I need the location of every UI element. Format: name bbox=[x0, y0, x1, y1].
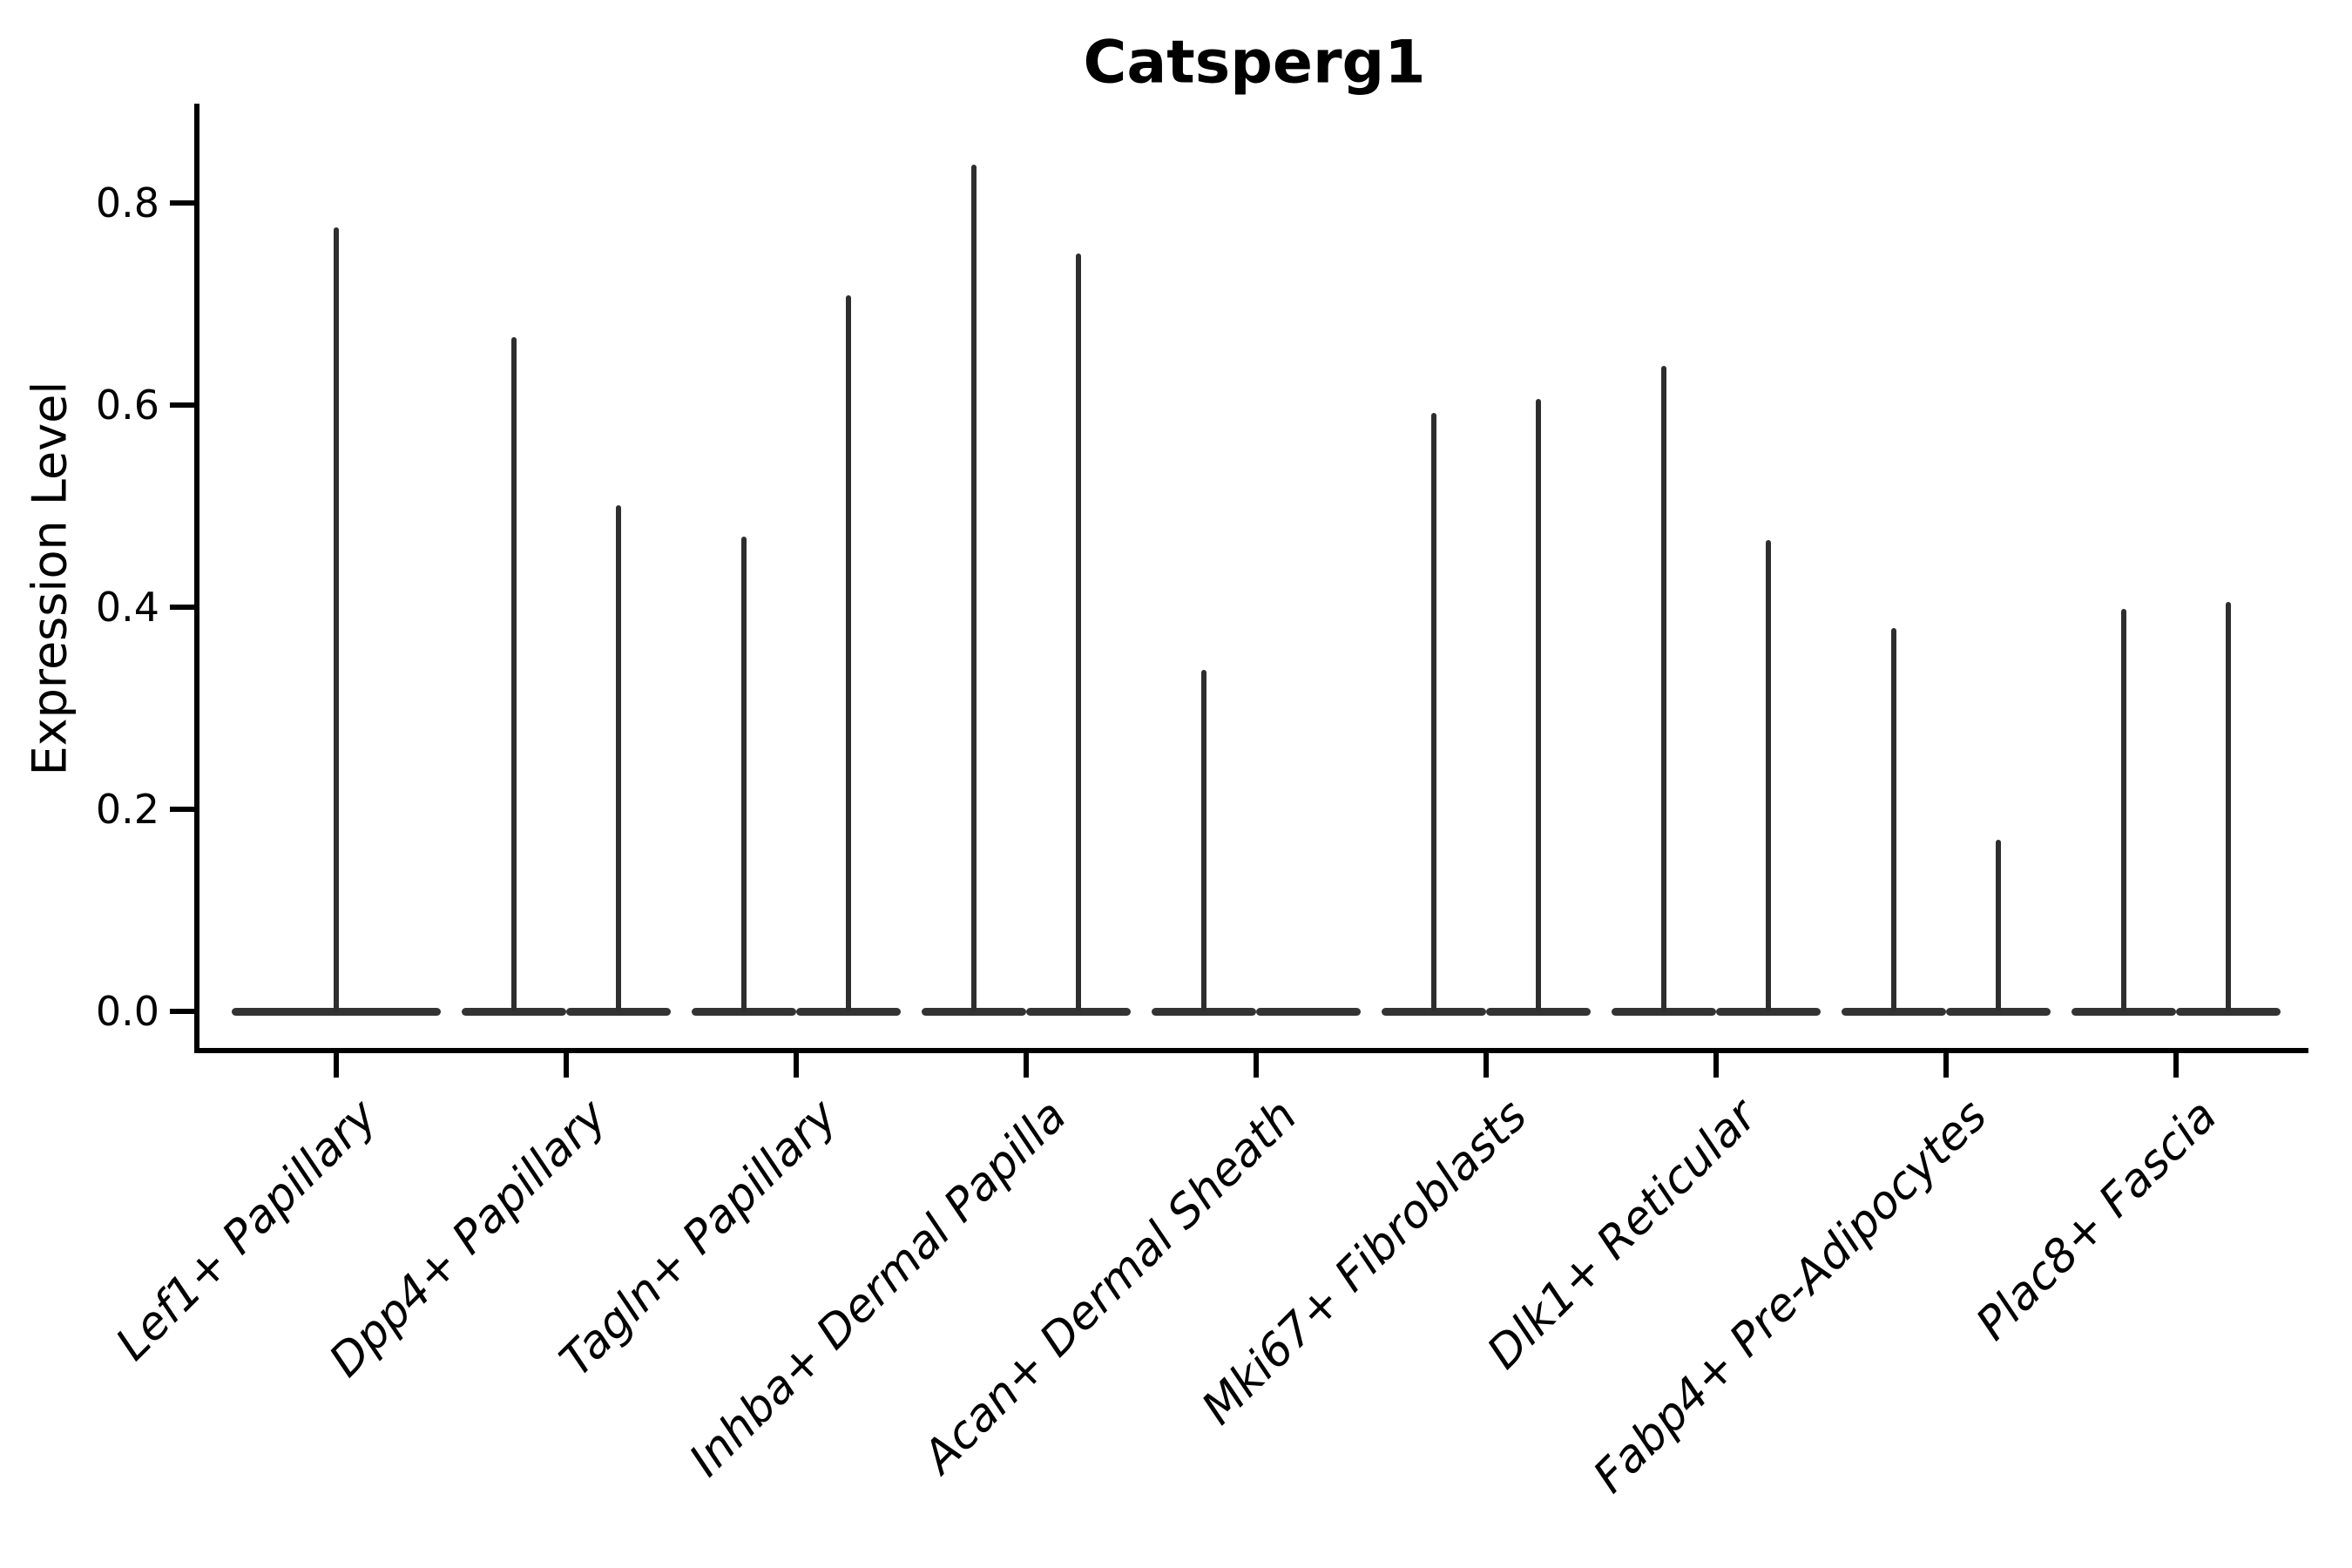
violin-base bbox=[232, 1007, 441, 1016]
x-tick bbox=[1484, 1053, 1489, 1078]
x-tick bbox=[1943, 1053, 1949, 1078]
y-tick bbox=[170, 605, 194, 610]
y-tick-label: 0.4 bbox=[95, 584, 159, 631]
x-tick bbox=[1713, 1053, 1719, 1078]
violin-spike bbox=[741, 536, 747, 1011]
violin-spike bbox=[1076, 253, 1081, 1011]
violin-spike bbox=[511, 337, 517, 1011]
violin-spike bbox=[1891, 628, 1896, 1011]
violin-base bbox=[2072, 1007, 2176, 1016]
y-tick bbox=[170, 1009, 194, 1014]
violin-base bbox=[1486, 1007, 1591, 1016]
violin-base bbox=[1946, 1007, 2051, 1016]
violin-spike bbox=[1536, 399, 1541, 1011]
x-axis-spine bbox=[194, 1048, 2308, 1053]
violin-spike bbox=[1201, 669, 1206, 1011]
violin-spike bbox=[1661, 365, 1666, 1011]
violin-spike bbox=[971, 164, 977, 1011]
violin-base bbox=[462, 1007, 566, 1016]
violin-base bbox=[1612, 1007, 1716, 1016]
violin-base bbox=[1716, 1007, 1821, 1016]
x-tick-label: Fabp4+ Pre-Adipocytes bbox=[1583, 1090, 1997, 1504]
violin-base bbox=[2176, 1007, 2281, 1016]
x-tick-label: Inhba+ Dermal Papilla bbox=[679, 1090, 1078, 1487]
violin-spike bbox=[846, 294, 851, 1011]
x-tick bbox=[564, 1053, 569, 1078]
violin-spike bbox=[1996, 839, 2001, 1011]
violin-spike bbox=[334, 226, 339, 1011]
violin-base bbox=[566, 1007, 671, 1016]
violin-base bbox=[1256, 1007, 1361, 1016]
violin-base bbox=[922, 1007, 1026, 1016]
x-tick-label: Plac8+ Fascia bbox=[1966, 1090, 2227, 1351]
y-tick-label: 0.2 bbox=[95, 786, 159, 833]
violin-base bbox=[1152, 1007, 1256, 1016]
violin-base bbox=[796, 1007, 901, 1016]
x-tick-label: Acan+ Dermal Sheath bbox=[913, 1090, 1308, 1484]
y-tick bbox=[170, 807, 194, 812]
violin-base bbox=[1026, 1007, 1131, 1016]
y-tick-label: 0.8 bbox=[95, 179, 159, 226]
y-axis-label: Expression Level bbox=[22, 381, 78, 776]
x-tick bbox=[794, 1053, 799, 1078]
violin-spike bbox=[1766, 540, 1771, 1011]
y-tick-label: 0.6 bbox=[95, 382, 159, 429]
violin-base bbox=[1842, 1007, 1946, 1016]
violin-spike bbox=[2226, 602, 2231, 1011]
y-tick bbox=[170, 200, 194, 206]
violin-base bbox=[1382, 1007, 1486, 1016]
x-tick bbox=[1024, 1053, 1029, 1078]
y-axis-spine bbox=[194, 104, 199, 1053]
x-tick bbox=[2173, 1053, 2179, 1078]
violin-spike bbox=[2121, 609, 2126, 1011]
x-tick bbox=[1254, 1053, 1259, 1078]
violin-spike bbox=[616, 504, 621, 1011]
violin-spike bbox=[1431, 413, 1436, 1011]
y-tick-label: 0.0 bbox=[95, 988, 159, 1035]
x-tick bbox=[334, 1053, 339, 1078]
violin-base bbox=[692, 1007, 796, 1016]
y-tick bbox=[170, 402, 194, 408]
chart-title: Catsperg1 bbox=[1083, 28, 1426, 98]
